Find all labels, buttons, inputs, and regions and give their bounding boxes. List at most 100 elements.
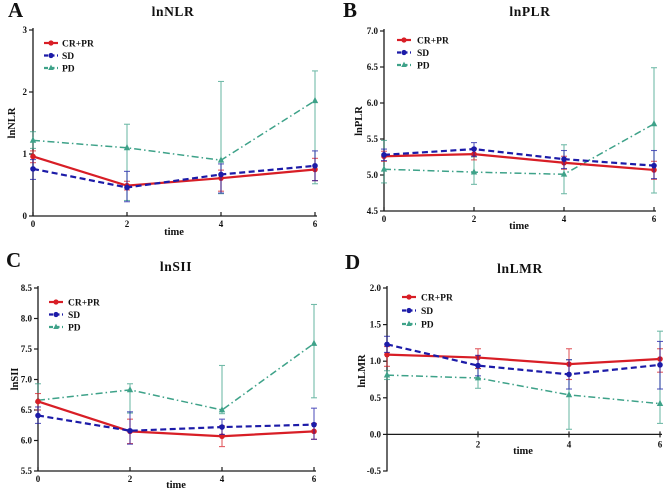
- series-markers: [30, 153, 318, 189]
- tick-label: 6: [312, 474, 317, 484]
- data-point-marker: [48, 64, 54, 70]
- tick-label: 0: [36, 474, 41, 484]
- data-point-marker: [219, 424, 225, 430]
- legend-label: CR+PR: [68, 299, 100, 309]
- data-point-marker: [218, 171, 224, 178]
- data-point-marker: [218, 406, 226, 413]
- panel-c-ylabel: lnSII: [9, 367, 21, 391]
- data-point-marker: [35, 412, 41, 419]
- data-point-marker: [127, 427, 133, 434]
- series-line: [386, 374, 661, 405]
- panel-a-ylabel: lnNLR: [6, 107, 18, 139]
- tick-label: 6.5: [21, 405, 33, 415]
- panel-c-letter: C: [6, 248, 22, 272]
- series-markers: [384, 341, 663, 378]
- tick-label: 4: [567, 439, 572, 449]
- panel-a-title: lnNLR: [151, 4, 195, 19]
- tick-label: 0: [382, 214, 387, 224]
- series-line: [383, 123, 655, 176]
- series-pd: [380, 67, 658, 195]
- series-line: [386, 353, 661, 366]
- tick-label: 6: [652, 214, 657, 224]
- data-point-marker: [30, 166, 36, 172]
- tick-label: 4: [562, 214, 567, 224]
- series-line: [37, 414, 315, 432]
- series-line: [32, 164, 316, 189]
- data-point-marker: [470, 168, 478, 175]
- panel-d-xlabel: time: [513, 446, 533, 457]
- series-markers: [381, 146, 657, 169]
- data-point-marker: [53, 311, 59, 318]
- series-markers: [30, 162, 318, 191]
- data-point-marker: [381, 152, 387, 158]
- tick-label: 6.5: [367, 62, 379, 72]
- data-point-marker: [217, 156, 225, 163]
- axes: 4.5 5.0 5.5 6.0 6.5 7.0 0 2 4 6: [367, 26, 657, 224]
- data-point-marker: [123, 144, 131, 151]
- error-bars: [30, 150, 318, 192]
- panel-d-title: lnLMR: [497, 261, 543, 276]
- data-point-marker: [35, 398, 41, 405]
- legend-label: SD: [417, 49, 429, 59]
- tick-label: 4: [220, 474, 225, 484]
- data-point-marker: [560, 170, 568, 177]
- axes: 0 1 2 3 0 2 4 6: [23, 25, 318, 229]
- panel-b-title: lnPLR: [509, 4, 551, 19]
- data-point-marker: [53, 323, 59, 329]
- tick-label: 1.0: [370, 356, 382, 366]
- data-point-marker: [471, 146, 477, 152]
- tick-label: 7.0: [21, 375, 33, 385]
- panel-c: 5.5 6.0 6.5 7.0 7.5 8.0 8.5 0 2 4 6 CR+PR SD PD: [21, 283, 318, 484]
- series-sd: [384, 335, 663, 390]
- panel-a-letter: A: [8, 0, 24, 22]
- panel-b: 4.5 5.0 5.5 6.0 6.5 7.0 0 2 4 6 CR+PR SD PD: [367, 26, 658, 224]
- data-point-marker: [406, 294, 412, 300]
- series-line: [32, 100, 316, 161]
- data-point-marker: [561, 156, 567, 162]
- data-point-marker: [651, 162, 657, 169]
- data-point-marker: [474, 374, 482, 381]
- data-point-marker: [401, 61, 407, 67]
- series-line: [386, 343, 661, 376]
- tick-label: 2: [476, 439, 481, 449]
- panel-c-xlabel: time: [166, 480, 186, 491]
- error-bars: [35, 392, 317, 448]
- data-point-marker: [124, 184, 130, 191]
- data-point-marker: [310, 339, 318, 346]
- tick-label: 2: [125, 219, 130, 229]
- panel-d-letter: D: [345, 250, 361, 274]
- data-point-marker: [312, 162, 318, 169]
- data-point-marker: [657, 362, 663, 368]
- legend-label: CR+PR: [62, 40, 94, 50]
- tick-label: 1.5: [370, 320, 382, 330]
- tick-label: -0.5: [367, 466, 382, 476]
- data-point-marker: [30, 153, 36, 160]
- data-point-marker: [650, 120, 658, 127]
- legend-label: PD: [68, 324, 81, 334]
- series-sd: [381, 142, 657, 180]
- legend-label: CR+PR: [417, 37, 449, 47]
- data-point-marker: [384, 341, 390, 348]
- legend-label: CR+PR: [421, 294, 453, 304]
- tick-label: 5.0: [367, 170, 379, 180]
- data-point-marker: [656, 399, 664, 407]
- panel-d: -0.5 0.0 0.5 1.0 1.5 2.0 2 4 6 CR+PR SD PD: [367, 283, 664, 476]
- tick-label: 6.0: [367, 98, 379, 108]
- tick-label: 2: [23, 87, 28, 97]
- tick-label: 4: [219, 219, 224, 229]
- legend-label: SD: [62, 52, 74, 62]
- series-line: [383, 153, 655, 172]
- series-markers: [29, 96, 319, 163]
- data-point-marker: [383, 371, 391, 378]
- panel-a-xlabel: time: [164, 227, 184, 238]
- tick-label: 2: [472, 214, 477, 224]
- series-crpr: [384, 346, 663, 381]
- data-point-marker: [475, 362, 481, 369]
- series-pd: [383, 330, 664, 430]
- legend: CR+PR SD PD: [397, 37, 449, 72]
- data-point-marker: [53, 299, 59, 305]
- legend-label: PD: [421, 321, 434, 331]
- data-point-marker: [401, 49, 407, 56]
- series-markers: [34, 339, 318, 413]
